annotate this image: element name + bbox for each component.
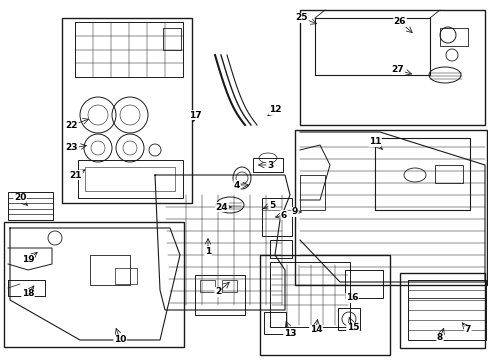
Bar [260,255,389,355]
Bar [299,10,484,125]
Bar [252,158,283,172]
Bar [407,280,485,340]
Bar [62,18,192,203]
Text: 9: 9 [291,207,298,216]
Bar [407,280,485,298]
Bar [78,160,183,198]
Text: 16: 16 [345,293,358,302]
Text: 1: 1 [204,247,211,256]
Bar [262,198,291,236]
Text: 5: 5 [268,201,275,210]
Text: 27: 27 [391,66,404,75]
Text: 4: 4 [233,180,240,189]
Bar [4,222,183,347]
Bar [345,270,382,298]
Text: 18: 18 [21,289,34,298]
Text: 8: 8 [436,333,442,342]
Text: 24: 24 [215,202,228,211]
Text: 21: 21 [70,171,82,180]
Bar [163,28,181,50]
Bar [200,280,215,292]
Bar [434,165,462,183]
Text: 19: 19 [21,256,34,265]
Text: 12: 12 [268,105,281,114]
Text: 2: 2 [214,288,221,297]
Text: 3: 3 [266,161,273,170]
Bar [90,255,130,285]
Text: 17: 17 [188,111,201,120]
Bar [222,280,237,292]
Text: 11: 11 [368,138,381,147]
Text: 20: 20 [14,194,26,202]
Bar [75,22,183,77]
Bar [374,138,469,210]
Text: 23: 23 [65,144,78,153]
Text: 14: 14 [309,325,322,334]
Bar [294,130,486,285]
Bar [115,268,137,284]
Bar [269,240,291,258]
Text: 7: 7 [464,325,470,334]
Bar [264,312,285,334]
Bar [299,175,325,210]
Text: 13: 13 [283,328,296,338]
Bar [337,308,359,330]
Bar [439,28,467,46]
Bar [195,275,244,315]
Text: 15: 15 [346,324,359,333]
Bar [269,262,349,327]
Text: 10: 10 [114,336,126,345]
Text: 6: 6 [280,211,286,220]
Text: 22: 22 [65,121,78,130]
Text: 26: 26 [393,18,406,27]
Bar [85,167,175,191]
Text: 25: 25 [295,13,307,22]
Bar [399,273,484,348]
Bar [8,192,53,220]
